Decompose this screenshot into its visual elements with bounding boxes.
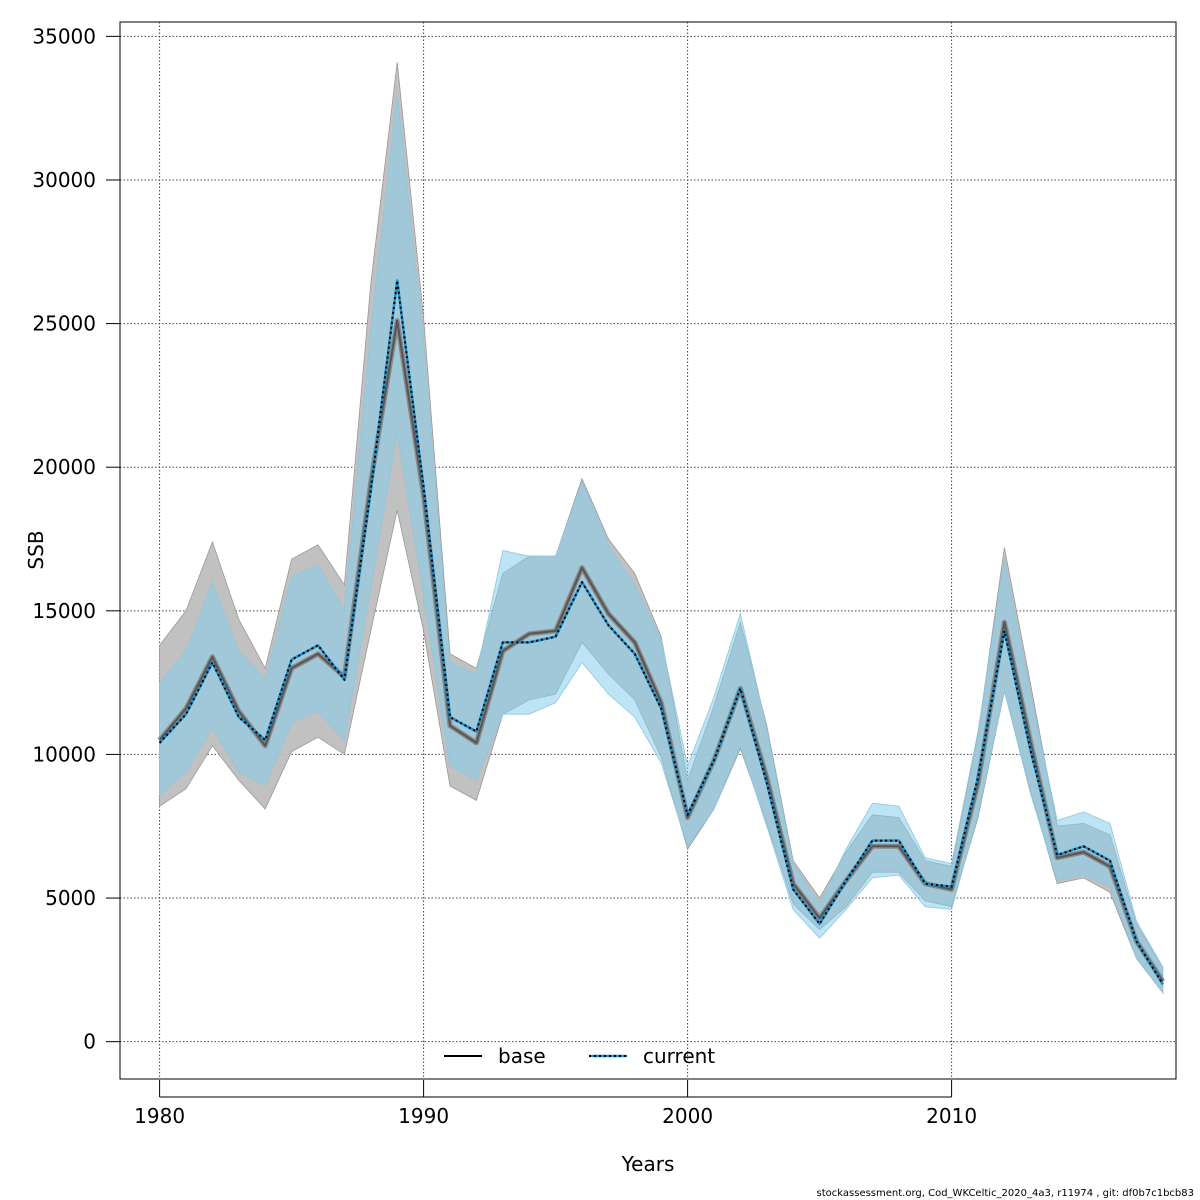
plot-frame: [119, 21, 1177, 1080]
y-tick-label-20000: 20000: [32, 455, 96, 479]
grid-lines: [120, 22, 1176, 1079]
legend-label-base: base: [498, 1044, 546, 1068]
x-tick-label-2010: 2010: [926, 1104, 977, 1128]
y-tick-label-30000: 30000: [32, 168, 96, 192]
legend: base current: [444, 1044, 715, 1068]
y-tick-label-0: 0: [83, 1030, 96, 1054]
credit-text: stockassessment.org, Cod_WKCeltic_2020_4…: [816, 1188, 1194, 1199]
band-base: [159, 62, 1164, 994]
y-axis-title: SSB: [24, 530, 48, 569]
x-tick-label-1980: 1980: [134, 1104, 185, 1128]
series-lines: [157, 279, 1165, 985]
y-tick-label-35000: 35000: [32, 24, 96, 48]
x-tick-label-1990: 1990: [398, 1104, 449, 1128]
y-tick-label-25000: 25000: [32, 312, 96, 336]
line-current: [158, 279, 1164, 985]
y-tick-label-15000: 15000: [32, 599, 96, 623]
x-axis-title: Years: [621, 1152, 675, 1176]
y-tick-label-5000: 5000: [45, 886, 96, 910]
confidence-bands: [159, 62, 1164, 994]
legend-label-current: current: [643, 1044, 715, 1068]
x-tick-label-2000: 2000: [662, 1104, 713, 1128]
x-axis: 1980 1990 2000 2010: [134, 1080, 977, 1128]
band-current: [159, 93, 1164, 994]
y-axis: 0 5000 10000 15000 20000 25000 30000 35000: [32, 24, 121, 1054]
y-tick-label-10000: 10000: [32, 742, 96, 766]
